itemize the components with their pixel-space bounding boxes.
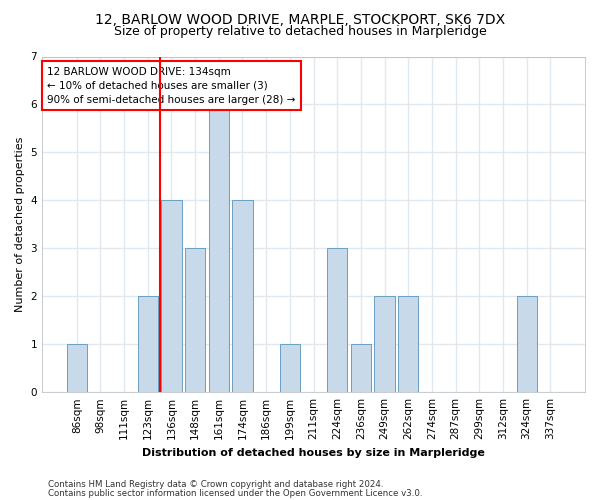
X-axis label: Distribution of detached houses by size in Marpleridge: Distribution of detached houses by size …	[142, 448, 485, 458]
Bar	[280, 344, 300, 392]
Bar	[517, 296, 536, 392]
Text: 12, BARLOW WOOD DRIVE, MARPLE, STOCKPORT, SK6 7DX: 12, BARLOW WOOD DRIVE, MARPLE, STOCKPORT…	[95, 12, 505, 26]
Bar	[232, 200, 253, 392]
Text: Contains HM Land Registry data © Crown copyright and database right 2024.: Contains HM Land Registry data © Crown c…	[48, 480, 383, 489]
Bar	[398, 296, 418, 392]
Bar	[185, 248, 205, 392]
Bar	[351, 344, 371, 392]
Text: Size of property relative to detached houses in Marpleridge: Size of property relative to detached ho…	[113, 25, 487, 38]
Bar	[138, 296, 158, 392]
Y-axis label: Number of detached properties: Number of detached properties	[15, 136, 25, 312]
Text: Contains public sector information licensed under the Open Government Licence v3: Contains public sector information licen…	[48, 488, 422, 498]
Bar	[327, 248, 347, 392]
Text: 12 BARLOW WOOD DRIVE: 134sqm
← 10% of detached houses are smaller (3)
90% of sem: 12 BARLOW WOOD DRIVE: 134sqm ← 10% of de…	[47, 66, 296, 104]
Bar	[67, 344, 87, 392]
Bar	[209, 104, 229, 392]
Bar	[161, 200, 182, 392]
Bar	[374, 296, 395, 392]
